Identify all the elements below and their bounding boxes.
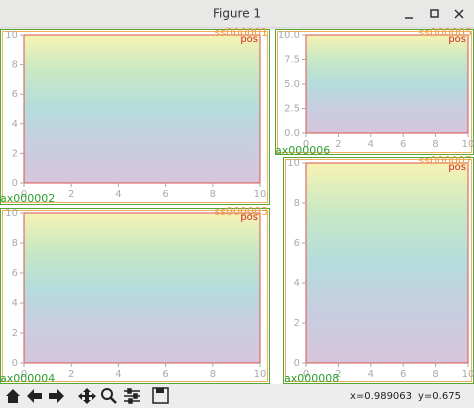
x-tick-label: 10 [254,189,267,200]
y-tick-label: 0 [12,358,18,369]
axes-frame [305,162,469,364]
zoom-button[interactable] [101,388,113,400]
subfigure-frame [0,29,270,205]
subfigure-label: ss000003 [215,205,268,218]
y-tick-label: 8 [12,238,18,249]
configure-button[interactable] [124,388,140,404]
x-tick-label: 8 [210,369,216,380]
axes-label: ax000004 [0,372,55,385]
status-x: x=0.989063 [350,391,412,402]
axes-frame [23,212,261,364]
save-icon-shutter [156,388,164,393]
y-tick-label: 2.5 [284,104,300,115]
y-tick-label: 6 [12,89,18,100]
y-tick-label: 4 [12,119,18,130]
title-bar [0,0,474,28]
x-tick-label: 0 [303,139,309,150]
x-tick-label: 2 [68,189,74,200]
forward-button[interactable] [49,389,64,403]
axes-title: pos [240,34,258,45]
y-tick-label: 10 [5,208,18,219]
close-button[interactable] [454,9,464,19]
y-tick-label: 8 [294,198,300,209]
home-button[interactable] [6,389,20,403]
x-tick-label: 2 [335,369,341,380]
y-tick-label: 8 [12,60,18,71]
y-tick-label: 4 [12,298,18,309]
x-tick-label: 6 [162,189,168,200]
subplot-frame [2,210,268,382]
y-tick-label: 7.5 [284,55,300,66]
x-tick-label: 10 [254,369,267,380]
axes-title: pos [448,162,466,173]
x-tick-label: 8 [210,189,216,200]
axes-title: pos [240,212,258,223]
y-tick-label: 6 [294,238,300,249]
colormesh [306,35,468,133]
subfigure-label: ss000001 [215,26,268,39]
x-tick-label: 6 [400,139,406,150]
x-tick-label: 2 [335,139,341,150]
x-tick-label: 8 [432,139,438,150]
y-tick-label: 0 [12,178,18,189]
subfigure-label: ss000007 [419,154,472,167]
y-tick-label: 10.0 [278,30,300,41]
axes-label: ax000008 [284,372,339,385]
axes-label: ax000006 [275,144,330,157]
y-tick-label: 4 [294,278,300,289]
colormesh [24,35,260,183]
x-tick-label: 4 [368,139,374,150]
x-tick-label: 2 [68,369,74,380]
y-tick-label: 5.0 [284,79,300,90]
back-button[interactable] [27,389,42,403]
subfigure-frame [0,208,270,384]
window-title: Figure 1 [213,7,261,21]
x-tick-label: 6 [162,369,168,380]
window-controls[interactable] [405,9,464,19]
zoom-handle [110,397,117,404]
x-tick-label: 4 [115,369,121,380]
y-tick-label: 10 [287,158,300,169]
y-tick-label: 0 [294,358,300,369]
x-tick-label: 0 [303,369,309,380]
toolbar-buttons [6,387,169,404]
x-tick-label: 4 [115,189,121,200]
subfigure-label: ss000005 [419,26,472,39]
subplot-frame [285,159,472,382]
y-tick-label: 10 [5,30,18,41]
y-tick-label: 2 [12,148,18,159]
status-y: y=0.675 [418,391,461,402]
x-tick-label: 10 [462,139,474,150]
x-tick-label: 10 [462,369,474,380]
y-tick-label: 0.0 [284,128,300,139]
subplot-frame [2,31,268,203]
axes-frame [23,34,261,184]
x-tick-label: 8 [432,369,438,380]
subplot-frame [277,31,472,153]
x-tick-label: 4 [368,369,374,380]
x-tick-label: 0 [21,189,27,200]
x-tick-label: 0 [21,369,27,380]
y-tick-label: 2 [12,328,18,339]
colormesh [306,163,468,363]
y-tick-label: 6 [12,268,18,279]
axes-label: ax000002 [0,192,55,205]
axes-title: pos [448,34,466,45]
x-tick-label: 6 [400,369,406,380]
y-tick-label: 2 [294,318,300,329]
pan-button[interactable] [78,388,96,404]
colormesh [24,213,260,363]
maximize-button[interactable] [430,9,439,18]
